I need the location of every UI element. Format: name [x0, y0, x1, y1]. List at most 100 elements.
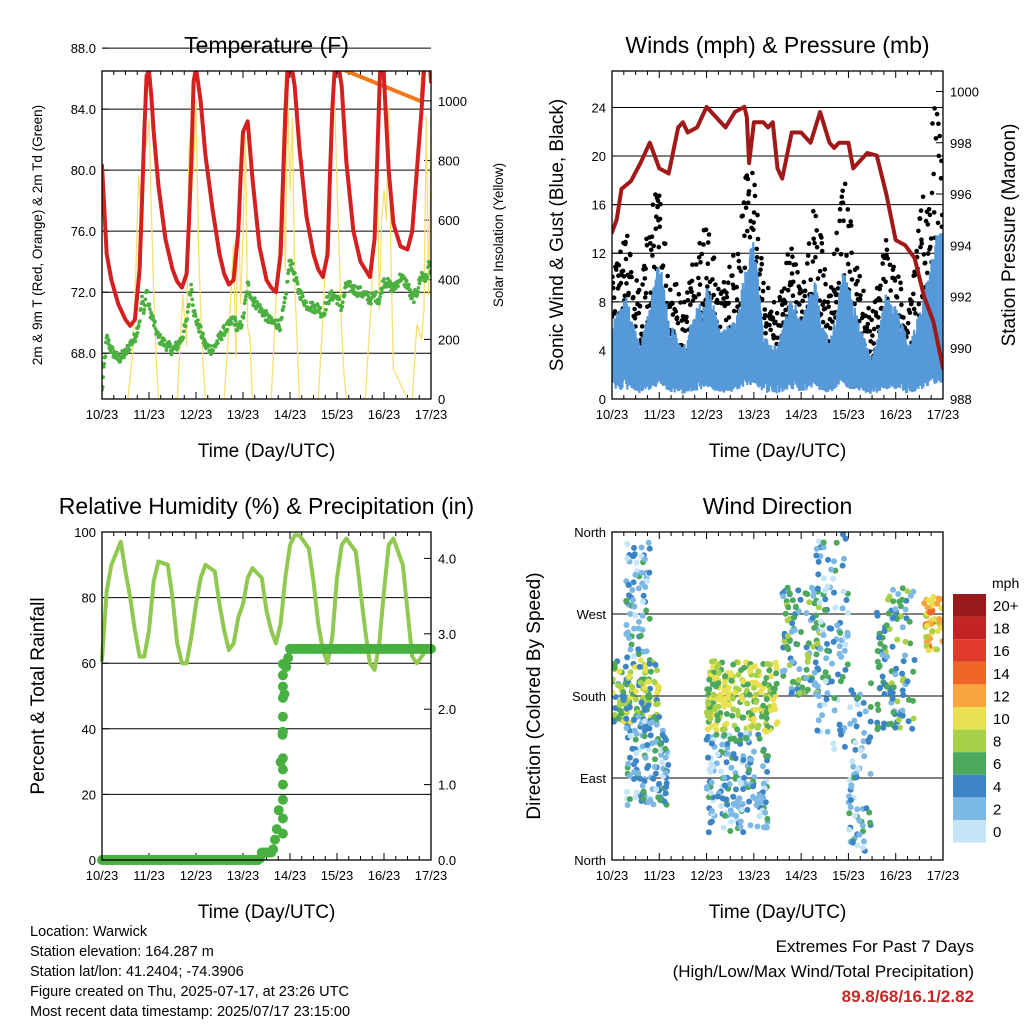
dewpoint-point — [155, 330, 160, 335]
gust-point — [789, 271, 795, 276]
gust-point — [787, 260, 792, 266]
gust-point — [747, 234, 753, 240]
gust-point — [834, 230, 839, 236]
direction-point — [795, 677, 802, 683]
gust-point — [839, 194, 845, 200]
direction-point — [708, 723, 715, 730]
direction-point — [762, 809, 769, 816]
gust-point — [849, 277, 855, 282]
direction-point — [875, 724, 882, 730]
direction-point — [626, 796, 633, 803]
gust-point — [859, 315, 865, 321]
gust-point — [637, 303, 643, 309]
direction-point — [714, 712, 721, 719]
y-tick-label: 80.0 — [71, 163, 96, 178]
direction-point — [830, 575, 836, 582]
dewpoint-point — [148, 307, 152, 312]
direction-point — [764, 768, 771, 775]
direction-point — [780, 593, 787, 600]
gust-point — [618, 249, 623, 255]
gust-point — [822, 267, 828, 272]
direction-point — [718, 802, 725, 809]
direction-point — [641, 707, 648, 714]
precip-point — [277, 794, 288, 805]
gust-point — [789, 246, 794, 252]
gust-point — [740, 213, 745, 219]
direction-point — [909, 725, 916, 732]
direction-point — [627, 754, 633, 761]
humidity-precip-panel: 0 20 40 60 80 100 0.0 1.0 2.0 3.0 4.0 10/23 11/23 12/… — [28, 493, 474, 923]
direction-point — [902, 638, 909, 645]
direction-point — [939, 624, 943, 630]
direction-point — [641, 778, 648, 785]
x-tick-label: 14/23 — [785, 407, 818, 422]
y-tick-label: 60 — [82, 656, 96, 671]
gust-point — [760, 288, 766, 294]
dewpoint-point — [416, 286, 421, 290]
direction-point — [654, 700, 661, 707]
direction-point — [740, 829, 747, 836]
direction-point — [875, 707, 882, 713]
direction-point — [631, 544, 637, 551]
direction-point — [635, 625, 642, 632]
gust-point — [655, 204, 660, 210]
dewpoint-point — [153, 319, 157, 324]
gust-point — [795, 270, 800, 275]
direction-point — [819, 712, 826, 719]
direction-point — [739, 696, 746, 703]
gust-point — [777, 297, 783, 303]
gust-point — [782, 286, 787, 291]
direction-point — [881, 628, 888, 635]
y-tick-label: North — [574, 853, 606, 868]
direction-point — [929, 597, 936, 604]
direction-point — [631, 769, 638, 776]
legend-swatch — [953, 774, 986, 798]
dewpoint-point — [192, 309, 197, 313]
direction-point — [809, 615, 816, 621]
direction-point — [631, 625, 638, 632]
direction-point — [740, 786, 747, 792]
direction-point — [754, 797, 761, 804]
gust-point — [783, 307, 788, 313]
direction-point — [754, 724, 761, 731]
y2-tick-label: 992 — [950, 290, 972, 305]
gust-point — [623, 256, 629, 262]
gust-point — [612, 295, 617, 300]
x-tick-label: 15/23 — [832, 868, 865, 883]
legend-swatch — [953, 639, 986, 662]
direction-point — [894, 698, 901, 705]
direction-point — [831, 746, 838, 753]
x-tick-label: 12/23 — [690, 407, 723, 422]
gust-point — [741, 200, 747, 205]
direction-point — [879, 673, 886, 680]
y-tick-label: 88.0 — [71, 41, 96, 56]
direction-point — [868, 680, 874, 687]
direction-point — [836, 721, 843, 728]
direction-point — [881, 644, 888, 651]
dewpoint-point — [110, 346, 115, 351]
gust-point — [938, 176, 943, 181]
direction-point — [706, 676, 713, 683]
gust-point — [837, 206, 843, 212]
gust-point — [705, 261, 711, 267]
direction-point — [902, 606, 909, 613]
direction-point — [815, 604, 822, 611]
gust-point — [745, 200, 751, 206]
y-axis-label: 2m & 9m T (Red, Orange) & 2m Td (Green) — [30, 105, 45, 365]
y2-tick-label: 2.0 — [438, 702, 456, 717]
precip-point — [273, 805, 284, 816]
gust-point — [838, 251, 844, 257]
precip-point — [277, 726, 288, 737]
gust-point — [657, 224, 662, 229]
dewpoint-point — [201, 331, 205, 336]
dewpoint-point — [283, 296, 288, 301]
y-tick-label: 8 — [599, 295, 606, 310]
gust-point — [785, 287, 791, 293]
direction-point — [841, 743, 848, 750]
direction-point — [740, 678, 747, 685]
direction-point — [615, 715, 622, 722]
dewpoint-point — [209, 351, 214, 356]
direction-point — [731, 689, 738, 696]
direction-point — [638, 544, 645, 551]
dewpoint-point — [328, 292, 333, 296]
